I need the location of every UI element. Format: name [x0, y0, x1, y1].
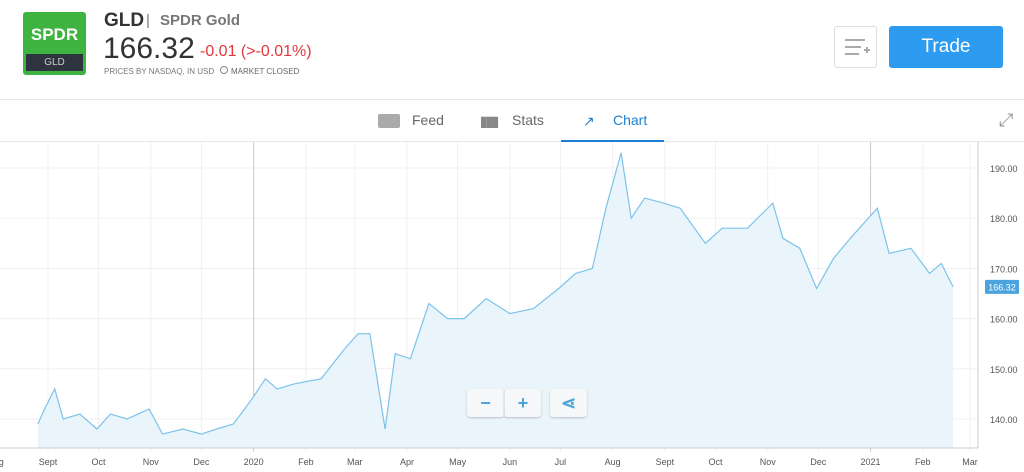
x-tick-label: 2020: [244, 457, 264, 467]
x-tick-label: Oct: [708, 457, 723, 467]
x-tick-label: Feb: [298, 457, 314, 467]
zoom-out-button[interactable]: −: [467, 389, 504, 417]
share-icon: ⋖: [560, 393, 577, 413]
watchlist-button[interactable]: [834, 26, 877, 68]
tab-label: Stats: [512, 112, 544, 128]
y-tick-label: 150.00: [990, 365, 1018, 375]
separator: |: [146, 12, 150, 29]
instrument-header: SPDR GLD GLD | SPDR Gold 166.32 -0.01 (>…: [0, 0, 1024, 100]
tab-label: Chart: [613, 112, 648, 128]
tab-stats[interactable]: ▮▮▮ Stats: [480, 100, 544, 142]
price-change: -0.01 (>-0.01%): [200, 43, 312, 60]
x-tick-label: May: [449, 457, 467, 467]
instrument-name: SPDR Gold: [160, 12, 241, 29]
tab-chart[interactable]: ↗ Chart: [561, 100, 664, 142]
logo-ticker: GLD: [26, 54, 83, 71]
price-source: PRICES BY NASDAQ, IN USD: [104, 67, 215, 76]
tab-feed[interactable]: Feed: [378, 100, 444, 142]
instrument-logo: SPDR GLD: [23, 12, 86, 75]
x-tick-label: Feb: [915, 457, 931, 467]
tab-label: Feed: [412, 112, 444, 128]
x-tick-label: Sept: [39, 457, 58, 467]
feed-icon: [378, 114, 400, 129]
x-tick-label: Jun: [503, 457, 518, 467]
x-tick-label: Mar: [347, 457, 363, 467]
x-tick-label: Sept: [656, 457, 675, 467]
tab-bar: Feed ▮▮▮ Stats ↗ Chart: [0, 100, 1024, 142]
logo-text: SPDR: [30, 25, 79, 44]
x-tick-label: Aug: [605, 457, 621, 467]
price-area: [37, 152, 954, 448]
price-line: [37, 152, 954, 435]
price-chart[interactable]: 140.00 150.00 160.00 170.00 180.00 190.00 Aug S…: [0, 142, 1024, 472]
last-price-marker: [985, 279, 1019, 294]
y-tick-label: 180.00: [990, 214, 1018, 224]
stats-icon: ▮▮▮: [480, 113, 499, 130]
x-tick-label: Oct: [92, 457, 107, 467]
share-button[interactable]: ⋖: [550, 389, 587, 417]
x-tick-label: Nov: [760, 457, 777, 467]
clock-icon: [220, 66, 228, 74]
price: 166.32: [103, 32, 195, 65]
y-tick-label: 170.00: [990, 264, 1018, 274]
x-tick-label: Dec: [193, 457, 210, 467]
x-tick-label: Aug: [0, 457, 4, 467]
y-tick-label: 190.00: [990, 164, 1018, 174]
x-tick-label: Mar: [962, 457, 978, 467]
y-tick-label: 140.00: [990, 415, 1018, 425]
chart-icon: ↗: [583, 113, 595, 130]
expand-icon[interactable]: ⤢: [999, 110, 1014, 130]
symbol: GLD: [104, 10, 145, 31]
x-tick-label: Dec: [810, 457, 827, 467]
last-price-label: 166.32: [988, 282, 1016, 292]
x-tick-label: Jul: [555, 457, 567, 467]
x-tick-label: Apr: [400, 457, 414, 467]
y-tick-label: 160.00: [990, 315, 1018, 325]
x-tick-label: 2021: [861, 457, 881, 467]
x-tick-label: Nov: [143, 457, 160, 467]
market-status: MARKET CLOSED: [231, 67, 300, 76]
zoom-in-button[interactable]: +: [504, 389, 541, 417]
trade-button[interactable]: Trade: [889, 26, 1003, 68]
